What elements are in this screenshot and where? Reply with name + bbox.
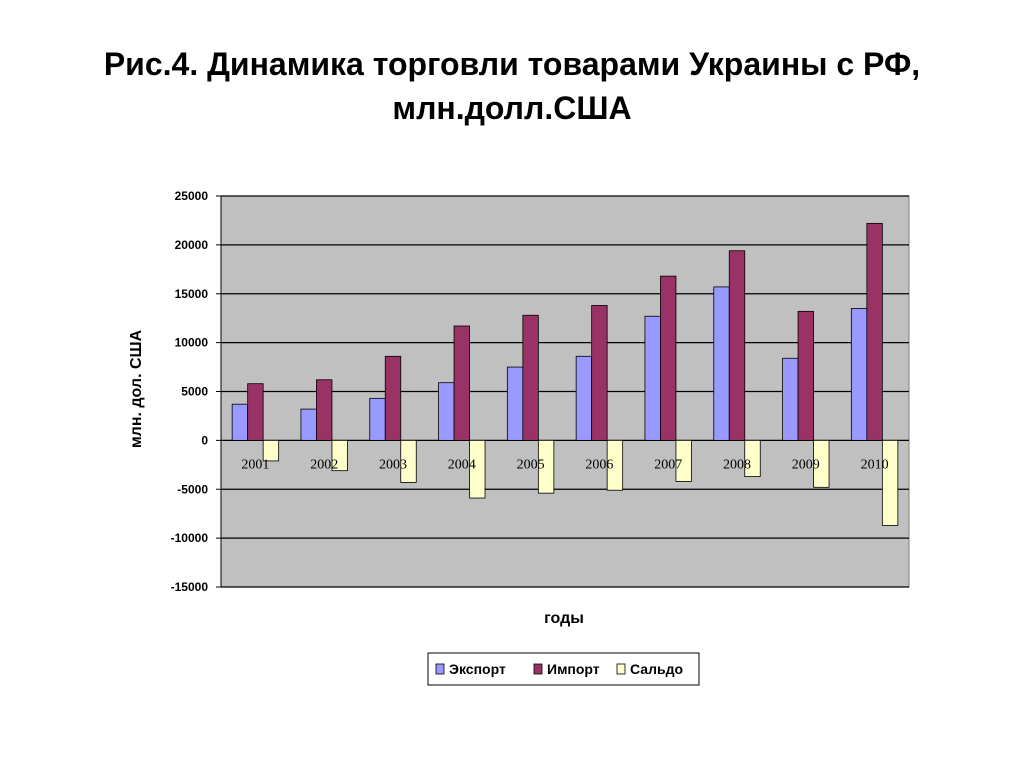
saldo-bar xyxy=(881,439,899,526)
x-tick-label: 2008 xyxy=(723,457,751,472)
import-bar xyxy=(591,305,608,441)
import-bar xyxy=(522,314,539,441)
chart-title: Рис.4. Динамика торговли товарами Украин… xyxy=(0,42,1024,130)
bars xyxy=(231,222,899,526)
y-axis-ticks: 25000 20000 15000 10000 5000 0 -5000 -10000 -150… xyxy=(171,189,222,594)
import-bar xyxy=(247,383,264,441)
legend-box xyxy=(427,652,700,686)
export-bar xyxy=(506,366,524,441)
legend-label: Экспорт xyxy=(449,661,506,677)
import-bar xyxy=(384,355,402,441)
export-bar xyxy=(438,382,455,441)
y-tick-label: 20000 xyxy=(175,238,209,252)
x-axis-categories: 2001 2002 2003 2004 2005 2006 2007 2008 2009 2010 xyxy=(241,457,888,472)
import-bar xyxy=(797,310,814,441)
y-tick-label: 25000 xyxy=(175,189,209,203)
import-bar xyxy=(316,379,333,441)
saldo-bar xyxy=(262,439,280,462)
y-tick-label: 15000 xyxy=(175,287,209,301)
y-tick-label: 10000 xyxy=(175,336,209,350)
legend-item-import: Импорт xyxy=(533,661,600,677)
x-tick-label: 2007 xyxy=(654,457,682,472)
saldo-bar xyxy=(606,439,624,491)
chart-title-line-1: Рис.4. Динамика торговли товарами Украин… xyxy=(103,46,921,82)
y-tick-label: -10000 xyxy=(171,531,209,545)
x-tick-label: 2005 xyxy=(517,457,545,472)
x-tick-label: 2003 xyxy=(379,457,407,472)
x-axis-label: годы xyxy=(544,610,584,627)
legend: Экспорт Импорт Сальдо xyxy=(427,652,700,686)
export-bar xyxy=(644,315,661,441)
saldo-bar xyxy=(331,439,348,472)
y-axis-label: млн. дол. США xyxy=(128,329,145,448)
saldo-bar xyxy=(675,439,692,482)
export-bar xyxy=(850,308,868,441)
chart-title-line-2: млн.долл.США xyxy=(392,90,632,126)
import-bar xyxy=(866,222,883,441)
export-bar xyxy=(300,408,317,441)
legend-swatch xyxy=(533,663,543,675)
import-bar xyxy=(728,250,746,441)
export-bar xyxy=(713,286,730,441)
export-bar xyxy=(575,355,593,441)
x-tick-label: 2002 xyxy=(310,457,338,472)
saldo-bar xyxy=(744,439,761,477)
y-tick-label: 0 xyxy=(201,433,208,447)
legend-item-saldo: Сальдо xyxy=(616,661,683,677)
import-bar xyxy=(660,275,677,441)
y-tick-label: -5000 xyxy=(177,482,208,496)
export-bar xyxy=(782,357,799,441)
x-tick-label: 2001 xyxy=(241,457,269,472)
gridlines xyxy=(221,195,909,588)
x-tick-label: 2009 xyxy=(792,457,820,472)
legend-item-export: Экспорт xyxy=(435,661,506,677)
x-tick-label: 2010 xyxy=(861,457,889,472)
saldo-bar xyxy=(469,439,486,499)
legend-swatch xyxy=(616,663,626,675)
saldo-bar xyxy=(537,439,555,494)
legend-label: Импорт xyxy=(547,661,600,677)
y-tick-label: 5000 xyxy=(181,385,208,399)
legend-swatch xyxy=(435,663,445,675)
x-tick-label: 2004 xyxy=(448,457,476,472)
y-tick-label: -15000 xyxy=(171,580,209,594)
saldo-bar xyxy=(400,439,417,483)
export-bar xyxy=(369,397,386,441)
import-bar xyxy=(453,325,470,441)
saldo-bar xyxy=(813,439,830,488)
x-tick-label: 2006 xyxy=(585,457,613,472)
export-bar xyxy=(231,403,249,441)
legend-label: Сальдо xyxy=(630,661,683,677)
